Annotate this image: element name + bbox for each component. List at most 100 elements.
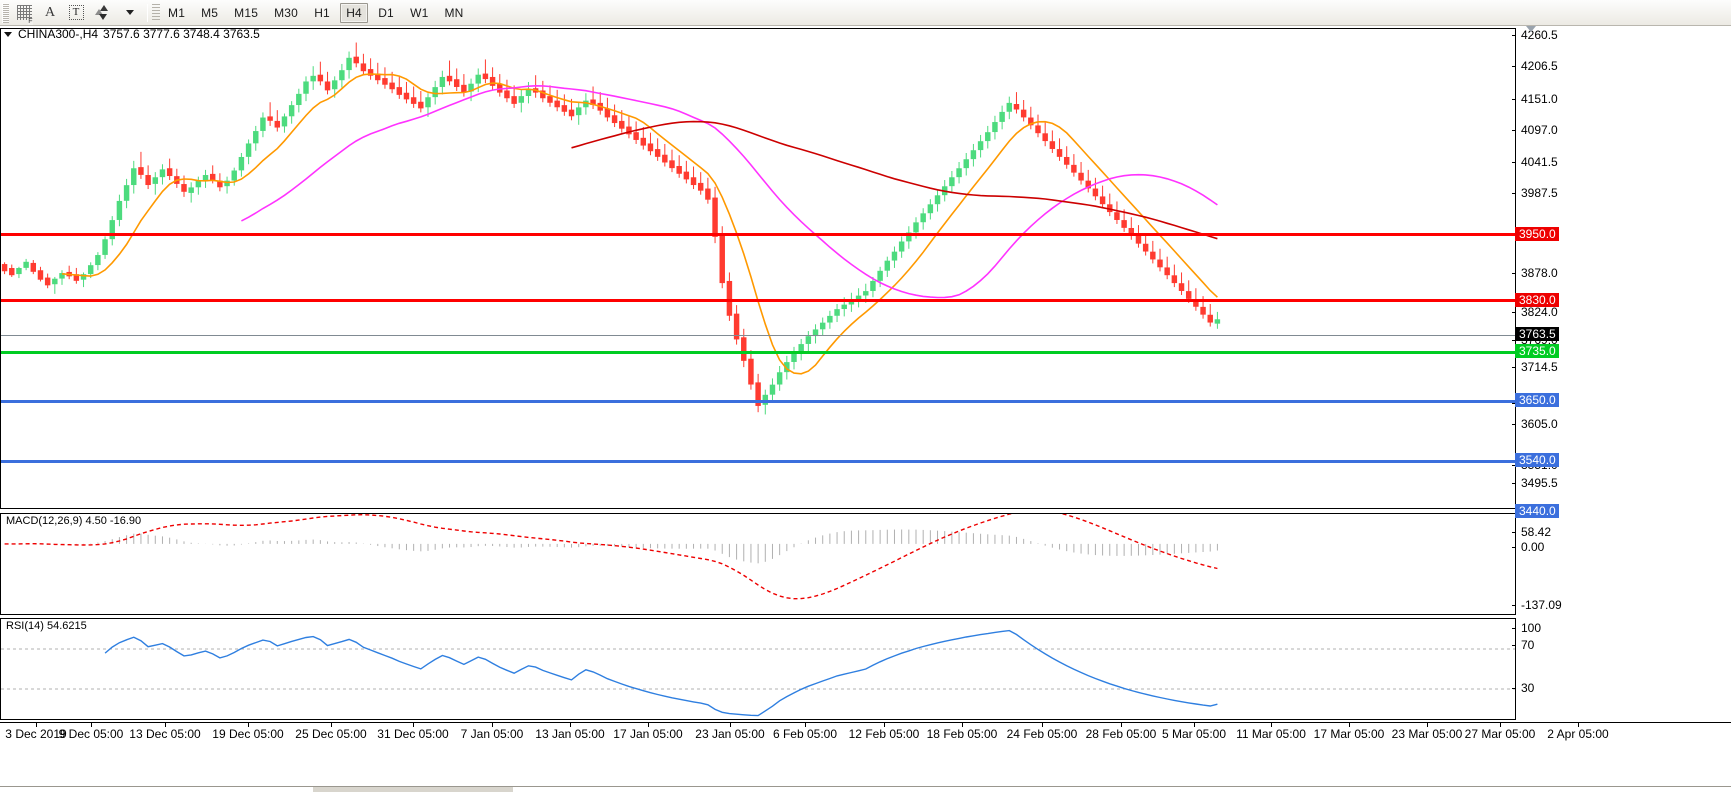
timeframe-w1[interactable]: W1 — [410, 5, 429, 20]
price-tick-label: 4151.0 — [1521, 92, 1558, 106]
price-scale[interactable]: 4260.54206.54151.04097.04041.53987.53932… — [1511, 28, 1731, 720]
time-tick-label: 19 Dec 05:00 — [212, 727, 284, 741]
time-tick-label: 28 Feb 05:00 — [1085, 727, 1157, 741]
chart-menu-caret-icon[interactable] — [4, 31, 12, 37]
candlestick-series — [1, 42, 1221, 415]
level-line-3950[interactable] — [1, 233, 1515, 236]
price-tick: 58.42 — [1511, 525, 1552, 539]
time-tick-label: 2 Apr 05:00 — [1547, 727, 1609, 741]
price-tick: 30 — [1511, 681, 1535, 695]
chart-window: CHINA300-,H4 3757.6 3777.6 3748.4 3763.5… — [0, 26, 1731, 792]
rsi-chart-svg — [1, 629, 1515, 717]
price-pane[interactable] — [0, 28, 1516, 509]
resistance-3830-badge[interactable]: 3830.0 — [1515, 293, 1559, 307]
toolbar-grip[interactable] — [2, 2, 9, 23]
price-tick-label: 3987.5 — [1521, 186, 1558, 200]
text-label-icon[interactable]: A — [38, 2, 62, 24]
support-3735-badge[interactable]: 3735.0 — [1515, 344, 1559, 358]
time-tick-label: 24 Feb 05:00 — [1006, 727, 1078, 741]
price-tick-label: 3605.0 — [1521, 417, 1558, 431]
price-tick-label: 58.42 — [1521, 525, 1552, 539]
chart-scroll-marker-icon[interactable] — [1526, 26, 1536, 32]
timeframe-m5[interactable]: M5 — [201, 5, 219, 20]
level-line-3830[interactable] — [1, 299, 1515, 302]
ma-fast-line — [61, 73, 1218, 375]
timeframe-m1[interactable]: M1 — [168, 5, 186, 20]
level-line-3650[interactable] — [1, 400, 1515, 403]
time-axis[interactable]: 3 Dec 2019 9 Dec 05:00 13 Dec 05:00 19 Dec … — [0, 722, 1731, 748]
main-toolbar: A T M1 M5 M15 M30 H1 H4 D1 W1 MN — [0, 0, 1731, 26]
price-tick: 3987.5 — [1512, 186, 1558, 200]
time-tick-label: 5 Mar 05:00 — [1161, 727, 1227, 741]
timeframe-grip[interactable] — [152, 3, 160, 22]
crosshair-grid-glyph — [16, 5, 33, 25]
time-tick-label: 13 Jan 05:00 — [535, 727, 605, 741]
price-tick-label: 100 — [1521, 621, 1542, 635]
time-tick — [1121, 723, 1122, 727]
crosshair-grid-icon[interactable] — [12, 2, 36, 25]
time-tick-label: 25 Dec 05:00 — [295, 727, 367, 741]
ma-mid-line — [241, 84, 1218, 299]
price-tick-label: -137.09 — [1521, 598, 1562, 612]
level-line-3540[interactable] — [1, 460, 1515, 463]
support-3540-badge[interactable]: 3540.0 — [1515, 453, 1559, 467]
time-tick — [884, 723, 885, 727]
time-tick — [1271, 723, 1272, 727]
price-tick-label: 0.00 — [1521, 540, 1545, 554]
price-tick: 3878.0 — [1512, 266, 1558, 280]
price-tick: 70 — [1511, 638, 1535, 652]
timeframe-m15[interactable]: M15 — [234, 5, 259, 20]
price-chart-svg — [1, 42, 1221, 415]
rsi-pane[interactable]: RSI(14) 54.6215 — [0, 618, 1516, 720]
price-tick-label: 3824.0 — [1521, 305, 1558, 319]
level-line-3763[interactable] — [1, 335, 1515, 336]
rsi-label: RSI(14) 54.6215 — [4, 620, 89, 632]
text-box-icon[interactable]: T — [64, 2, 88, 24]
timeframe-h4[interactable]: H4 — [340, 2, 369, 23]
price-tick-label: 4041.5 — [1521, 155, 1558, 169]
rsi-line — [104, 629, 1218, 717]
objects-icon[interactable] — [90, 2, 116, 24]
objects-glyph — [94, 5, 112, 20]
symbol-info-bar: CHINA300-,H4 3757.6 3777.6 3748.4 3763.5 — [0, 26, 260, 42]
support-3650-badge[interactable]: 3650.0 — [1515, 393, 1559, 407]
time-tick-label: 23 Jan 05:00 — [695, 727, 765, 741]
time-tick — [331, 723, 332, 727]
timeframe-h1[interactable]: H1 — [314, 5, 330, 20]
price-tick-label: 3714.5 — [1521, 360, 1558, 374]
time-tick-label: 3 Dec 2019 — [5, 727, 67, 741]
time-tick — [36, 723, 37, 727]
last-price-badge[interactable]: 3763.5 — [1515, 327, 1559, 341]
timeframe-m30[interactable]: M30 — [274, 5, 299, 20]
level-line-3735[interactable] — [1, 351, 1515, 354]
price-tick-label: 4097.0 — [1521, 123, 1558, 137]
time-tick — [730, 723, 731, 727]
timeframe-mn[interactable]: MN — [444, 5, 464, 20]
time-tick — [1194, 723, 1195, 727]
time-tick — [648, 723, 649, 727]
time-tick-label: 23 Mar 05:00 — [1391, 727, 1463, 741]
price-tick-label: 70 — [1521, 638, 1535, 652]
resistance-3950-badge[interactable]: 3950.0 — [1515, 227, 1559, 241]
time-tick — [805, 723, 806, 727]
time-tick — [570, 723, 571, 727]
price-tick: -137.09 — [1512, 598, 1562, 612]
macd-pane[interactable]: MACD(12,26,9) 4.50 -16.90 — [0, 513, 1516, 615]
time-tick — [1578, 723, 1579, 727]
macd-label: MACD(12,26,9) 4.50 -16.90 — [4, 515, 144, 527]
price-tick-label: 30 — [1521, 681, 1535, 695]
time-tick — [1427, 723, 1428, 727]
time-tick-label: 31 Dec 05:00 — [377, 727, 449, 741]
price-tick: 4097.0 — [1512, 123, 1558, 137]
timeframe-d1[interactable]: D1 — [378, 5, 394, 20]
time-tick-label: 6 Feb 05:00 — [772, 727, 838, 741]
price-tick-label: 3495.5 — [1521, 476, 1558, 490]
price-tick: 3714.5 — [1512, 360, 1558, 374]
price-tick-label: 3878.0 — [1521, 266, 1558, 280]
support-3440-badge[interactable]: 3440.0 — [1515, 504, 1559, 518]
toolbar-separator — [147, 3, 148, 22]
time-tick-label: 17 Mar 05:00 — [1313, 727, 1385, 741]
time-tick-label: 17 Jan 05:00 — [613, 727, 683, 741]
objects-dropdown-icon[interactable] — [118, 2, 142, 24]
time-tick — [248, 723, 249, 727]
